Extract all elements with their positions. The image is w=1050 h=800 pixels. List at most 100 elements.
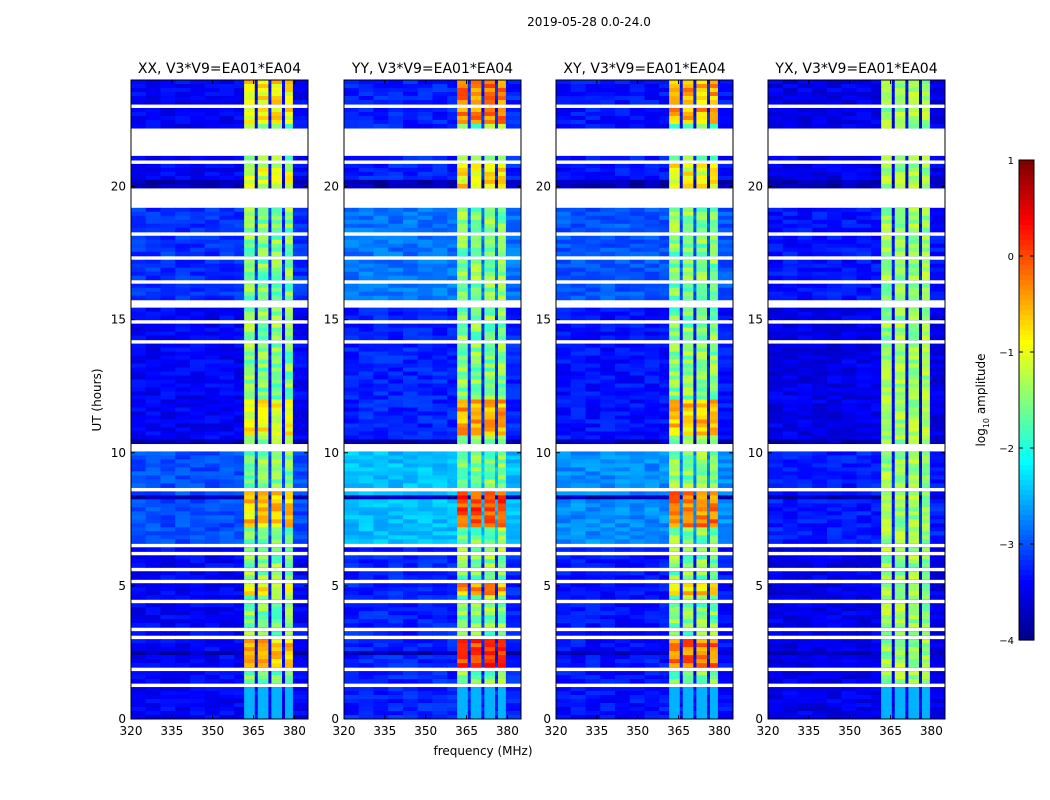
y-tick-label: 15 (748, 313, 763, 327)
colorbar-swatch (1019, 220, 1034, 226)
colorbar-tick-label: −2 (999, 444, 1014, 455)
y-tick-label: 0 (118, 712, 126, 726)
colorbar-swatch (1019, 210, 1034, 216)
colorbar-swatch (1019, 185, 1034, 191)
colorbar-swatch (1019, 165, 1034, 171)
colorbar-swatch (1019, 370, 1034, 376)
colorbar-swatch (1019, 540, 1034, 546)
colorbar: 1 0 −1 −2 −3 −4 log10 amplitude (974, 156, 1035, 647)
colorbar-swatch (1019, 160, 1034, 166)
colorbar-swatch (1019, 590, 1034, 596)
colorbar-swatch (1019, 445, 1034, 451)
colorbar-frame (1018, 159, 1035, 641)
colorbar-swatch (1019, 415, 1034, 421)
panel-yy: YY, V3*V9=EA01*EA04 320 335 350 365 380 0 5 10 15… (324, 61, 522, 738)
colorbar-swatch (1019, 455, 1034, 461)
colorbar-swatch (1019, 385, 1034, 391)
colorbar-swatch (1019, 515, 1034, 521)
y-tick-label: 15 (324, 313, 339, 327)
colorbar-swatch (1019, 235, 1034, 241)
heatmap-image (556, 80, 733, 719)
colorbar-tick-label: −3 (999, 540, 1014, 551)
colorbar-swatch (1019, 545, 1034, 551)
colorbar-swatch (1019, 615, 1034, 621)
colorbar-tick-label: −1 (999, 348, 1014, 359)
x-tick-label: 350 (201, 724, 224, 738)
colorbar-tick-label: 1 (1008, 156, 1014, 167)
colorbar-swatch (1019, 620, 1034, 626)
axes-frame (767, 79, 946, 720)
colorbar-swatch (1019, 495, 1034, 501)
y-tick-label: 0 (755, 712, 763, 726)
heatmap-image (768, 80, 945, 719)
y-tick-label: 20 (111, 180, 126, 194)
colorbar-swatch (1019, 400, 1034, 406)
x-tick-label: 380 (708, 724, 731, 738)
colorbar-swatch (1019, 300, 1034, 306)
colorbar-swatch (1019, 175, 1034, 181)
colorbar-swatch (1019, 255, 1034, 261)
colorbar-swatch (1019, 310, 1034, 316)
y-tick-label: 10 (748, 446, 763, 460)
panel-xy: XY, V3*V9=EA01*EA04 320 335 350 365 380 0 5 10 15… (536, 61, 734, 738)
colorbar-swatch (1019, 330, 1034, 336)
colorbar-swatch (1019, 215, 1034, 221)
axes-frame (130, 79, 309, 720)
colorbar-swatch (1019, 610, 1034, 616)
colorbar-swatch (1019, 250, 1034, 256)
colorbar-swatch (1019, 285, 1034, 291)
colorbar-swatch (1019, 470, 1034, 476)
panel-xx: XX, V3*V9=EA01*EA04 320 335 350 365 380 0 5 10 15… (111, 61, 309, 738)
colorbar-swatch (1019, 270, 1034, 276)
panel-title: YX, V3*V9=EA01*EA04 (774, 61, 937, 77)
y-tick-label: 15 (111, 313, 126, 327)
colorbar-swatch (1019, 280, 1034, 286)
colorbar-swatch (1019, 430, 1034, 436)
colorbar-swatch (1019, 180, 1034, 186)
panels: XX, V3*V9=EA01*EA04 320 335 350 365 380 0 5 10 15… (111, 61, 946, 738)
x-tick-label: 320 (757, 724, 780, 738)
colorbar-swatch (1019, 575, 1034, 581)
colorbar-swatch (1019, 230, 1034, 236)
colorbar-swatch (1019, 635, 1034, 641)
colorbar-swatch (1019, 535, 1034, 541)
colorbar-swatch (1019, 395, 1034, 401)
colorbar-swatch (1019, 265, 1034, 271)
x-tick-label: 320 (545, 724, 568, 738)
y-tick-label: 20 (748, 180, 763, 194)
y-tick-label: 5 (118, 579, 126, 593)
colorbar-swatch (1019, 365, 1034, 371)
colorbar-swatch (1019, 600, 1034, 606)
colorbar-swatch (1019, 275, 1034, 281)
y-tick-label: 5 (755, 579, 763, 593)
colorbar-swatch (1019, 260, 1034, 266)
panel-title: XX, V3*V9=EA01*EA04 (138, 61, 301, 77)
colorbar-swatch (1019, 350, 1034, 356)
x-tick-label: 365 (455, 724, 478, 738)
axes-frame (343, 79, 522, 720)
colorbar-swatch (1019, 585, 1034, 591)
x-tick-label: 350 (838, 724, 861, 738)
x-tick-label: 380 (496, 724, 519, 738)
panel-title: XY, V3*V9=EA01*EA04 (563, 61, 725, 77)
panel-yx: YX, V3*V9=EA01*EA04 320 335 350 365 380 0 5 10 15… (748, 61, 946, 738)
x-tick-label: 380 (920, 724, 943, 738)
colorbar-swatch (1019, 505, 1034, 511)
x-axis-label: frequency (MHz) (433, 744, 532, 758)
colorbar-swatch (1019, 320, 1034, 326)
panel-title: YY, V3*V9=EA01*EA04 (351, 61, 513, 77)
colorbar-swatch (1019, 360, 1034, 366)
y-tick-label: 20 (536, 180, 551, 194)
colorbar-swatch (1019, 305, 1034, 311)
heatmap-image (344, 80, 521, 719)
colorbar-swatch (1019, 485, 1034, 491)
y-tick-label: 10 (324, 446, 339, 460)
colorbar-label: log10 amplitude (974, 354, 991, 447)
colorbar-swatch (1019, 190, 1034, 196)
colorbar-swatch (1019, 595, 1034, 601)
colorbar-swatch (1019, 345, 1034, 351)
x-tick-label: 320 (120, 724, 143, 738)
colorbar-swatch (1019, 205, 1034, 211)
colorbar-swatch (1019, 380, 1034, 386)
colorbar-swatch (1019, 555, 1034, 561)
